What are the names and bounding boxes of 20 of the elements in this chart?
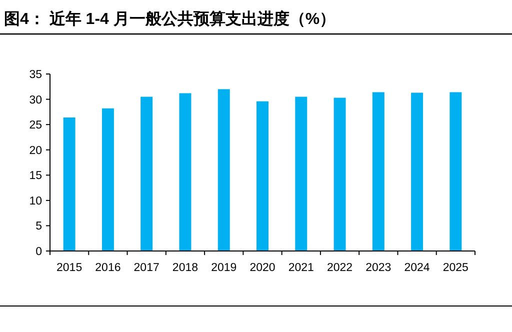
x-tick-label: 2022: [326, 262, 353, 274]
x-tick-label: 2015: [56, 262, 82, 274]
y-tick-label: 30: [29, 94, 42, 106]
y-tick-label: 5: [36, 220, 42, 233]
y-tick-label: 25: [29, 120, 42, 132]
x-tick-label: 2018: [172, 262, 198, 274]
x-tick-label: 2023: [366, 262, 392, 274]
x-tick-label: 2020: [250, 262, 276, 274]
y-tick-label: 0: [36, 246, 42, 258]
x-tick-label: 2025: [442, 262, 468, 274]
y-tick-label: 15: [29, 170, 42, 182]
x-tick-label: 2021: [288, 262, 314, 274]
y-tick-label: 35: [29, 69, 42, 81]
x-tick-label: 2016: [95, 262, 121, 274]
chart-title: 图4： 近年 1-4 月一般公共预算支出进度（%）: [4, 9, 336, 28]
y-tick-label: 10: [29, 195, 42, 208]
y-tick-label: 20: [29, 144, 42, 157]
x-tick-label: 2019: [211, 262, 237, 274]
x-tick-label: 2024: [404, 262, 430, 274]
x-tick-label: 2017: [134, 262, 160, 274]
